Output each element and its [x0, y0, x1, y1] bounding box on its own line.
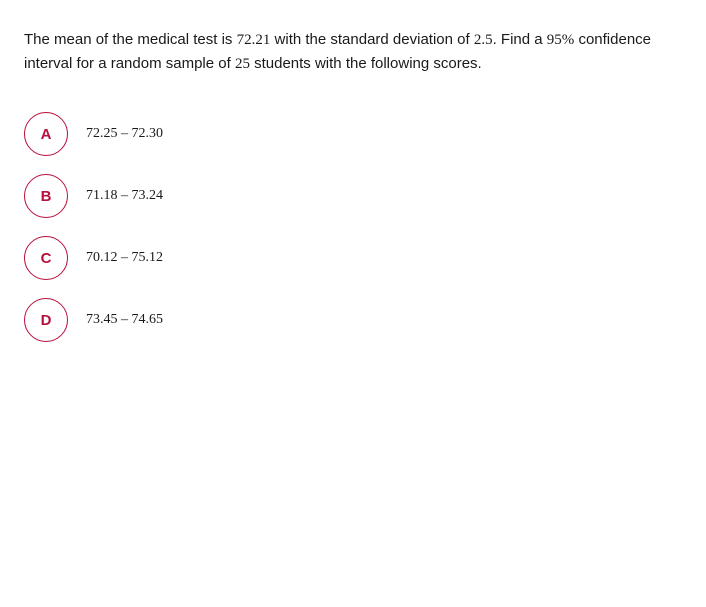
option-d-label: 73.45 – 74.65 — [86, 312, 163, 328]
q-sample: 25 — [235, 56, 250, 72]
q-part2: with the standard deviation of — [270, 31, 473, 48]
options-list: A 72.25 – 72.30 B 71.18 – 73.24 C 70.12 … — [24, 112, 682, 342]
option-b-letter: B — [41, 188, 52, 205]
q-part1: The mean of the medical test is — [24, 31, 237, 48]
option-d-circle: D — [24, 298, 68, 342]
option-a[interactable]: A 72.25 – 72.30 — [24, 112, 682, 156]
option-d-letter: D — [41, 312, 52, 329]
option-a-label: 72.25 – 72.30 — [86, 126, 163, 142]
q-part5: students with the following scores. — [250, 55, 482, 72]
option-a-circle: A — [24, 112, 68, 156]
option-b-label: 71.18 – 73.24 — [86, 188, 163, 204]
q-mean: 72.21 — [237, 32, 271, 48]
option-a-letter: A — [41, 126, 52, 143]
q-stddev: 2.5 — [474, 32, 493, 48]
q-part3: . Find a — [493, 31, 547, 48]
option-b[interactable]: B 71.18 – 73.24 — [24, 174, 682, 218]
option-c-circle: C — [24, 236, 68, 280]
option-c[interactable]: C 70.12 – 75.12 — [24, 236, 682, 280]
option-c-label: 70.12 – 75.12 — [86, 250, 163, 266]
option-b-circle: B — [24, 174, 68, 218]
option-d[interactable]: D 73.45 – 74.65 — [24, 298, 682, 342]
question-text: The mean of the medical test is 72.21 wi… — [24, 28, 682, 76]
q-confidence: 95% — [547, 32, 575, 48]
option-c-letter: C — [41, 250, 52, 267]
